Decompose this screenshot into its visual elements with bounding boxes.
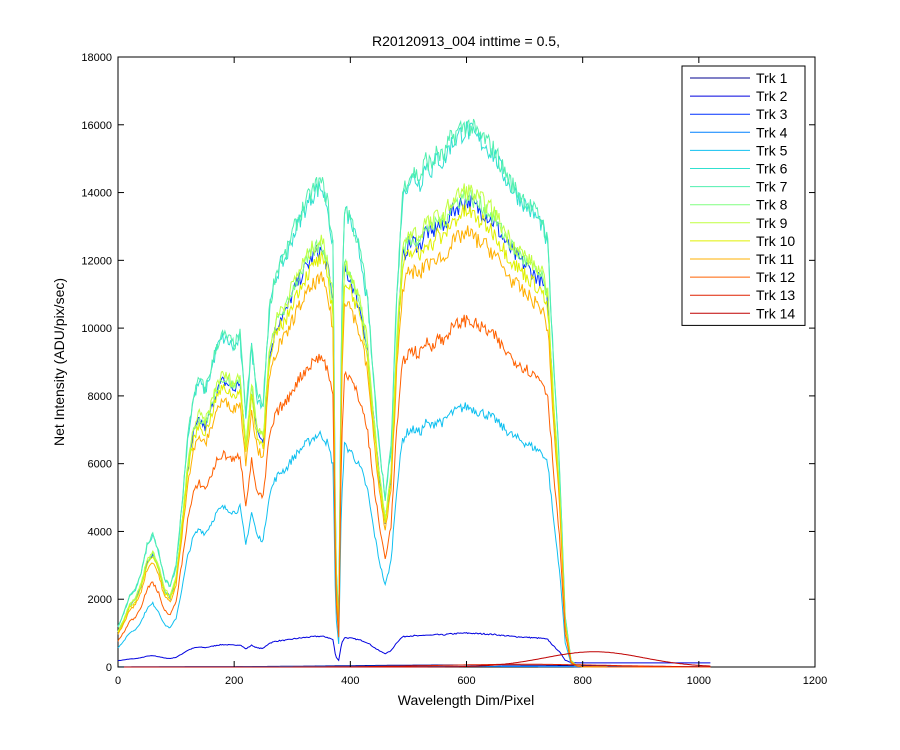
legend-label: Trk 10 — [756, 233, 795, 249]
legend: Trk 1 Trk 2 Trk 3 Trk 4 Trk 5 Trk 6 Trk 7 Trk 8… — [681, 65, 806, 326]
chart-title: R20120913_004 inttime = 0.5, — [372, 33, 560, 49]
legend-label: Trk 5 — [756, 142, 788, 158]
y-axis-label: Net Intensity (ADU/pix/sec) — [51, 278, 67, 446]
series-line-14 — [118, 651, 711, 668]
y-tick-label: 10000 — [81, 323, 112, 335]
y-tick-label: 2000 — [88, 594, 112, 606]
legend-label: Trk 1 — [756, 70, 788, 86]
x-tick-label: 1000 — [687, 675, 711, 687]
x-tick-label: 800 — [573, 675, 591, 687]
x-axis-ticks: 0 200 400 600 800 1000 1200 — [115, 57, 827, 687]
series-group — [117, 118, 711, 668]
y-tick-label: 18000 — [81, 52, 112, 64]
series-line-12 — [117, 314, 711, 668]
x-axis-label: Wavelength Dim/Pixel — [398, 692, 534, 708]
legend-label: Trk 2 — [756, 88, 788, 104]
legend-label: Trk 11 — [756, 251, 794, 267]
x-tick-label: 600 — [457, 675, 475, 687]
y-tick-label: 8000 — [88, 391, 112, 403]
x-tick-label: 400 — [341, 675, 359, 687]
y-axis-ticks: 0 2000 4000 6000 8000 10000 12000 14000 16000 180… — [81, 52, 815, 674]
y-tick-label: 0 — [106, 662, 112, 674]
series-line-2 — [117, 632, 711, 664]
x-tick-label: 0 — [115, 675, 121, 687]
legend-label: Trk 12 — [756, 269, 795, 285]
legend-label: Trk 14 — [756, 305, 795, 321]
legend-label: Trk 6 — [756, 161, 788, 177]
legend-label: Trk 13 — [756, 287, 795, 303]
x-tick-label: 200 — [225, 675, 243, 687]
legend-label: Trk 3 — [756, 106, 788, 122]
legend-label: Trk 7 — [756, 179, 788, 195]
y-tick-label: 16000 — [81, 120, 112, 132]
legend-label: Trk 8 — [756, 197, 788, 213]
legend-label: Trk 4 — [756, 124, 788, 140]
x-tick-label: 1200 — [803, 675, 827, 687]
legend-label: Trk 9 — [756, 215, 788, 231]
y-tick-label: 14000 — [81, 188, 112, 200]
y-tick-label: 4000 — [88, 526, 112, 538]
y-tick-label: 6000 — [88, 459, 112, 471]
legend-box — [681, 65, 806, 326]
y-tick-label: 12000 — [81, 255, 112, 267]
